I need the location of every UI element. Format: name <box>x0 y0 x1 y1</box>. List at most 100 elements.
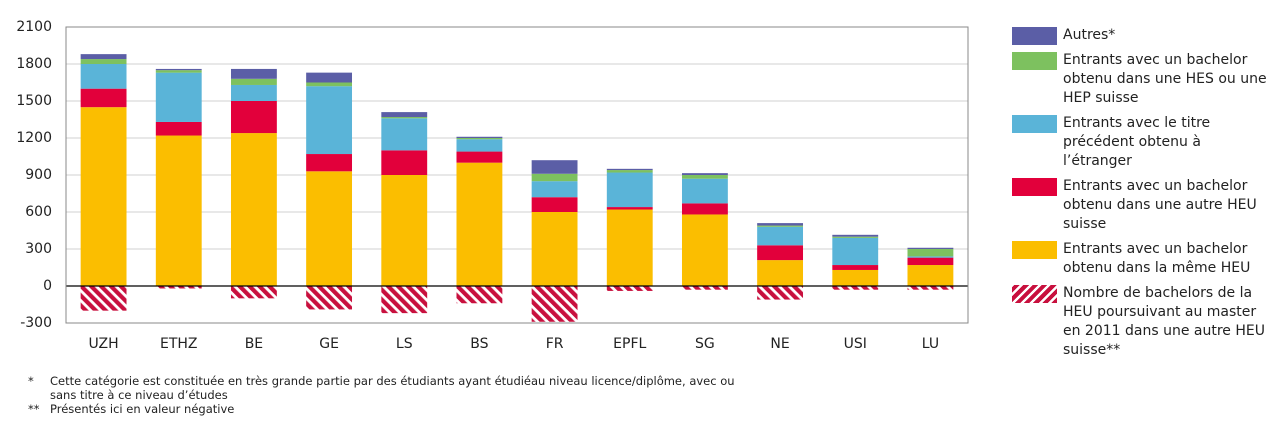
bar-segment <box>907 265 954 286</box>
bar-segment <box>606 168 653 171</box>
bar-segment <box>681 175 728 179</box>
footnotes: * Cette catégorie est constituée en très … <box>28 374 748 416</box>
legend-item: Entrants avec un bachelor obtenu dans un… <box>1012 51 1274 108</box>
bar-segment <box>832 286 879 290</box>
bar-segment <box>531 212 578 286</box>
x-tick-label: USI <box>844 336 867 352</box>
bar-segment <box>155 72 202 122</box>
footnote-marker: * <box>28 374 34 388</box>
bar-segment <box>606 172 653 208</box>
bar-segment <box>456 151 503 163</box>
plot-frame <box>65 26 969 324</box>
legend-swatch <box>1012 52 1057 70</box>
bar-segment <box>230 133 277 286</box>
bar-segment <box>757 286 804 300</box>
x-tick-label: ETHZ <box>160 336 198 352</box>
x-tick-label: LS <box>396 336 413 352</box>
bar-segment <box>681 286 728 290</box>
bar-segment <box>757 245 804 261</box>
footnote-text: Présentés ici en valeur négative <box>50 402 235 416</box>
bar-segment <box>531 286 578 322</box>
bar-segment <box>832 236 879 238</box>
bar-segment <box>757 223 804 226</box>
bar-segment <box>907 256 954 258</box>
legend-label: Nombre de bachelors de la HEU poursuivan… <box>1063 285 1265 358</box>
legend: Autres* Entrants avec un bachelor obtenu … <box>1012 26 1274 366</box>
y-tick-label: 1800 <box>16 56 52 72</box>
x-tick-label: UZH <box>89 336 119 352</box>
x-tick-label: FR <box>546 336 564 352</box>
legend-item: Entrants avec un bachelor obtenu dans un… <box>1012 177 1274 234</box>
bar-segment <box>606 209 653 286</box>
x-tick-label: BS <box>470 336 488 352</box>
bar-segment <box>306 86 353 155</box>
bar-segment <box>230 84 277 101</box>
bar-segment <box>80 286 127 311</box>
bar-segment <box>456 139 503 152</box>
y-tick-label: 900 <box>25 167 52 183</box>
bar-segment <box>681 203 728 215</box>
bar-segment <box>832 237 879 266</box>
legend-label: Entrants avec un bachelor obtenu dans un… <box>1063 52 1267 106</box>
bar-segment <box>757 225 804 227</box>
bar-segment <box>80 88 127 108</box>
bar-segment <box>381 175 428 286</box>
y-tick-label: 1200 <box>16 130 52 146</box>
legend-swatch <box>1012 115 1057 133</box>
bar-segment <box>381 150 428 175</box>
bar-segment <box>907 247 954 249</box>
bar-segment <box>306 286 353 310</box>
legend-swatch <box>1012 27 1057 45</box>
bar-segment <box>155 286 202 289</box>
x-tick-label: BE <box>245 336 263 352</box>
bar-segment <box>80 59 127 64</box>
bar-segment <box>456 162 503 286</box>
bar-segment <box>155 70 202 73</box>
bar-segment <box>757 226 804 246</box>
legend-label: Entrants avec un bachelor obtenu dans la… <box>1063 241 1251 276</box>
bar-segment <box>456 136 503 138</box>
legend-swatch <box>1012 285 1057 303</box>
legend-item: Nombre de bachelors de la HEU poursuivan… <box>1012 284 1274 360</box>
bar-segment <box>381 112 428 118</box>
y-tick-label: 1500 <box>16 93 52 109</box>
bar-segment <box>155 68 202 71</box>
bar-segment <box>306 154 353 172</box>
footnote-marker: ** <box>28 402 40 416</box>
bar-segment <box>306 72 353 83</box>
bar-segment <box>306 82 353 87</box>
bar-segment <box>757 260 804 286</box>
bar-segment <box>531 173 578 182</box>
bar-segment <box>832 269 879 286</box>
y-tick-label: 2100 <box>16 19 52 35</box>
bar-segment <box>606 286 653 291</box>
bar-segment <box>80 107 127 287</box>
bar-segment <box>531 160 578 174</box>
bar-segment <box>832 265 879 270</box>
x-tick-label: EPFL <box>613 336 646 352</box>
bar-segment <box>907 257 954 266</box>
bar-segment <box>230 78 277 85</box>
y-tick-label: -300 <box>20 315 52 331</box>
bar-segment <box>230 68 277 79</box>
bar-segment <box>306 171 353 286</box>
y-tick-label: 300 <box>25 241 52 257</box>
bar-segment <box>230 101 277 134</box>
bar-segment <box>155 121 202 136</box>
x-tick-label: NE <box>770 336 789 352</box>
bar-segment <box>381 117 428 119</box>
x-tick-label: LU <box>922 336 939 352</box>
bar-segment <box>681 173 728 175</box>
x-tick-label: GE <box>319 336 339 352</box>
bar-segment <box>681 178 728 204</box>
bar-segment <box>456 138 503 140</box>
bar-segment <box>381 286 428 314</box>
bar-segment <box>80 64 127 89</box>
legend-item: Entrants avec le titre précédent obtenu … <box>1012 114 1274 171</box>
legend-swatch <box>1012 178 1057 196</box>
bar-segment <box>531 197 578 212</box>
footnote-text: Cette catégorie est constituée en très g… <box>50 374 735 402</box>
bar-segment <box>832 234 879 237</box>
chart: -300 0 300 600 900 1200 1500 1800 2100 UZH ETHZ BE G… <box>16 19 969 352</box>
